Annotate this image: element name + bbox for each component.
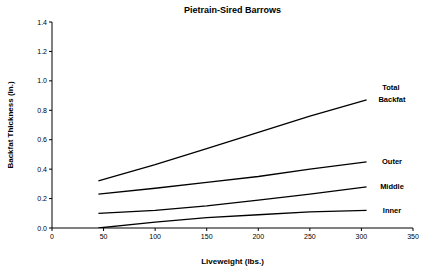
chart: Pietrain-Sired Barrows 0.0 0.2 0.4 0.6 0.8 1.0…: [0, 0, 437, 273]
y-tick-label: 0.4: [37, 166, 47, 173]
series-line: [98, 187, 366, 213]
x-tick-label: 0: [50, 233, 54, 240]
series-label-part: Backfat: [378, 95, 406, 104]
y-tick-label: 0.6: [37, 136, 47, 143]
y-tick-label: 0.8: [37, 107, 47, 114]
x-tick: [413, 228, 414, 231]
series-label: Middle: [380, 182, 404, 191]
series-line: [98, 210, 366, 228]
y-axis-label: Backfat Thickness (in.): [6, 81, 15, 168]
x-tick: [52, 228, 53, 231]
x-tick: [309, 228, 310, 231]
plot-lines: [98, 100, 366, 228]
x-axis-label: Liveweight (lbs.): [201, 257, 264, 266]
x-tick: [155, 228, 156, 231]
x-tick-label: 150: [201, 233, 213, 240]
x-tick: [103, 228, 104, 231]
y-tick: [49, 51, 52, 52]
x-tick: [258, 228, 259, 231]
y-tick-label: 0.0: [37, 225, 47, 232]
y-tick: [49, 110, 52, 111]
x-tick-label: 100: [149, 233, 161, 240]
y-tick: [49, 22, 52, 23]
y-tick: [49, 169, 52, 170]
x-tick-label: 300: [356, 233, 368, 240]
y-tick-label: 0.2: [37, 195, 47, 202]
series-label-part: Middle: [380, 182, 404, 191]
x-tick-label: 250: [304, 233, 316, 240]
series-label: Outer: [382, 157, 402, 166]
x-tick: [361, 228, 362, 231]
y-tick: [49, 80, 52, 81]
x-tick: [206, 228, 207, 231]
x-tick-label: 50: [100, 233, 108, 240]
title: Pietrain-Sired Barrows: [184, 5, 281, 15]
series-label: Total Backfat: [378, 83, 406, 104]
y-tick-label: 1.2: [37, 48, 47, 55]
series-label-part: Outer: [382, 157, 402, 166]
series-label-part: Inner: [383, 206, 401, 215]
series-label: Inner: [383, 206, 401, 215]
y-tick: [49, 198, 52, 199]
series-line: [98, 100, 366, 181]
y-axis: [52, 22, 53, 228]
y-tick-label: 1.4: [37, 19, 47, 26]
x-tick-label: 350: [407, 233, 419, 240]
y-tick-label: 1.0: [37, 77, 47, 84]
series-line: [98, 162, 366, 194]
y-tick: [49, 139, 52, 140]
x-tick-label: 200: [252, 233, 264, 240]
series-label-part: Total: [382, 83, 401, 92]
